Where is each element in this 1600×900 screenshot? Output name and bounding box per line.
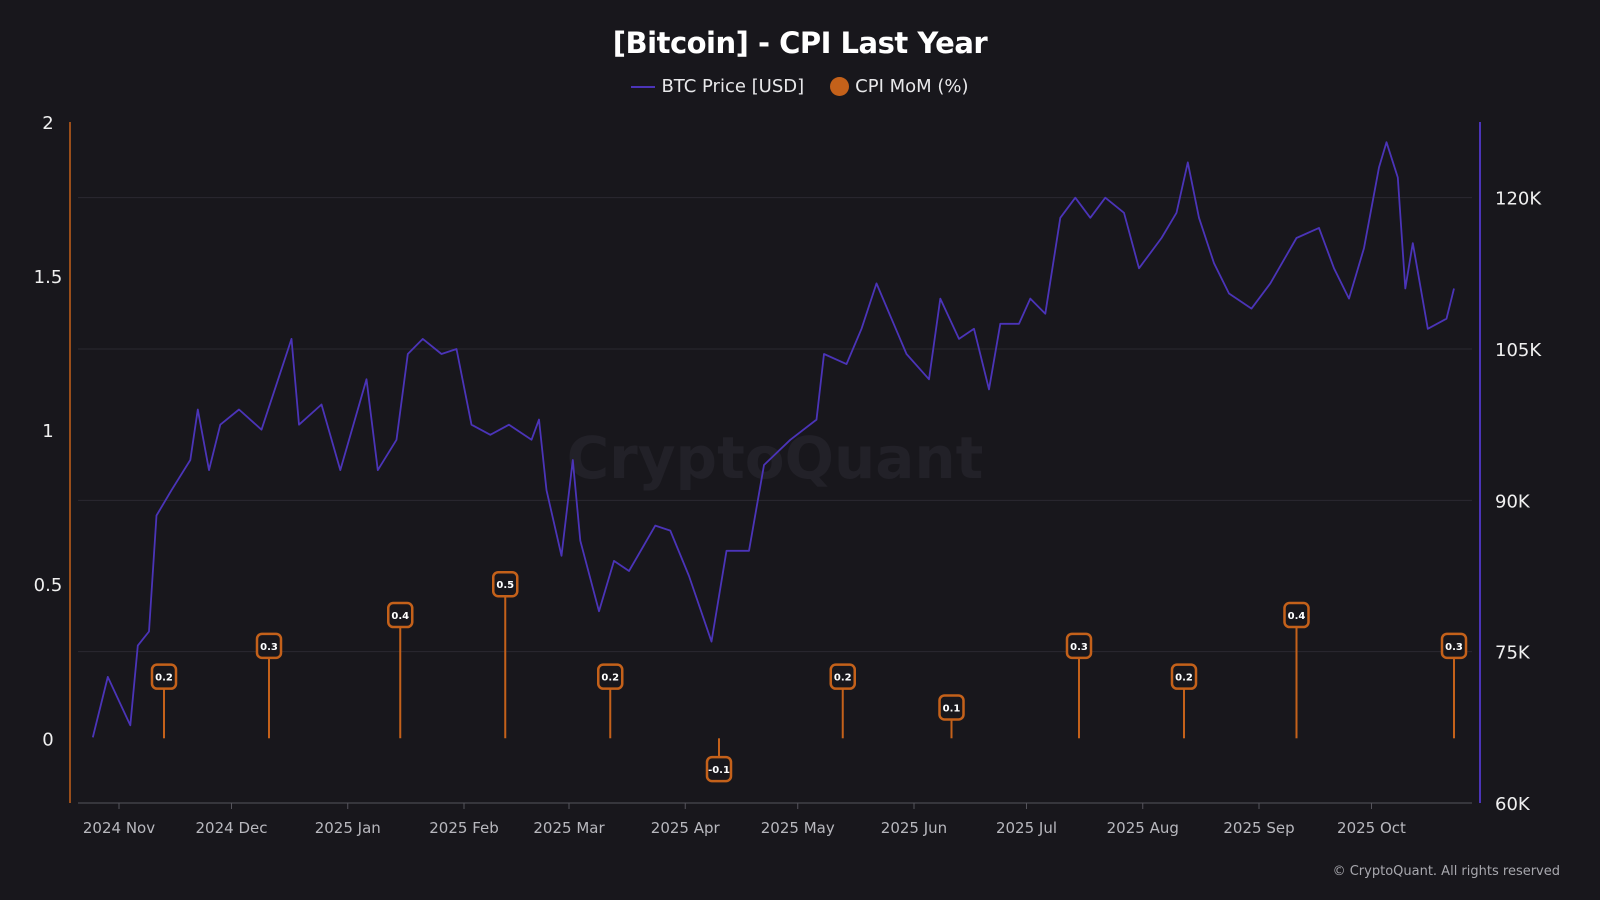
y-right-tick-label: 90K (1495, 491, 1531, 512)
cpi-point-marker (492, 570, 519, 598)
x-tick-label: 2025 Jun (881, 819, 947, 837)
x-tick-label: 2025 Jul (996, 819, 1057, 837)
cpi-data-label: 0.3 (1070, 642, 1088, 653)
cpi-point-marker (150, 663, 178, 690)
cpi-data-label: 0.1 (943, 703, 961, 714)
cpi-point-marker (705, 755, 733, 783)
cpi-point-marker (1283, 601, 1310, 629)
legend-item-cpi[interactable]: CPI MoM (%) (830, 76, 969, 97)
dot-swatch-icon (830, 77, 850, 96)
x-tick-label: 2025 Oct (1337, 819, 1406, 837)
cpi-data-label: 0.2 (1175, 673, 1193, 684)
btc-price-line (91, 141, 1455, 738)
cpi-data-label: 0.4 (1288, 611, 1306, 622)
x-tick-label: 2025 Mar (533, 819, 605, 837)
x-tick-label: 2025 Sep (1223, 819, 1294, 837)
x-tick-label: 2025 Jan (315, 819, 381, 837)
y-right-tick-label: 75K (1495, 643, 1531, 664)
y-left-tick-label: 0.5 (34, 575, 63, 596)
legend-label: CPI MoM (%) (855, 76, 969, 97)
x-tick-label: 2024 Nov (83, 819, 155, 837)
y-right-tick-label: 60K (1495, 794, 1531, 815)
cpi-data-label: 0.4 (391, 611, 409, 622)
y-left-tick-label: 1.5 (34, 267, 63, 288)
y-right-tick-label: 120K (1495, 189, 1542, 210)
cpi-point-marker (255, 632, 283, 660)
legend-label: BTC Price [USD] (661, 76, 805, 97)
cpi-data-label: 0.3 (260, 642, 278, 653)
cpi-data-label: -0.1 (708, 765, 730, 776)
x-tick-label: 2025 Aug (1107, 819, 1179, 837)
y-left-tick-label: 1 (42, 421, 53, 442)
cpi-point-marker (1170, 663, 1198, 690)
x-tick-label: 2025 Feb (429, 819, 499, 837)
cpi-data-label: 0.2 (601, 673, 619, 684)
legend-item-btc[interactable]: BTC Price [USD] (631, 76, 804, 97)
y-left-tick-label: 2 (42, 113, 53, 134)
cpi-point-marker (387, 601, 414, 629)
y-right-tick-label: 105K (1495, 340, 1542, 361)
cpi-data-label: 0.2 (155, 673, 173, 684)
cpi-point-marker (1440, 632, 1468, 660)
cpi-point-marker (1065, 632, 1093, 660)
line-swatch-icon (631, 85, 656, 88)
legend: BTC Price [USD] CPI MoM (%) (0, 76, 1600, 97)
cpi-point-marker (597, 663, 624, 690)
cpi-data-label: 0.5 (496, 580, 514, 591)
y-left-tick-label: 0 (42, 729, 53, 750)
chart-title: [Bitcoin] - CPI Last Year (612, 26, 988, 60)
cpi-data-label: 0.3 (1445, 642, 1463, 653)
x-tick-label: 2025 Apr (651, 819, 721, 837)
copyright-text: © CryptoQuant. All rights reserved (1332, 864, 1560, 879)
cpi-data-label: 0.2 (834, 673, 852, 684)
cpi-point-marker (938, 694, 965, 721)
x-tick-label: 2025 May (761, 819, 835, 837)
cpi-point-marker (829, 663, 856, 690)
watermark-logo: CryptoQuant (567, 424, 984, 492)
x-tick-label: 2024 Dec (196, 819, 268, 837)
